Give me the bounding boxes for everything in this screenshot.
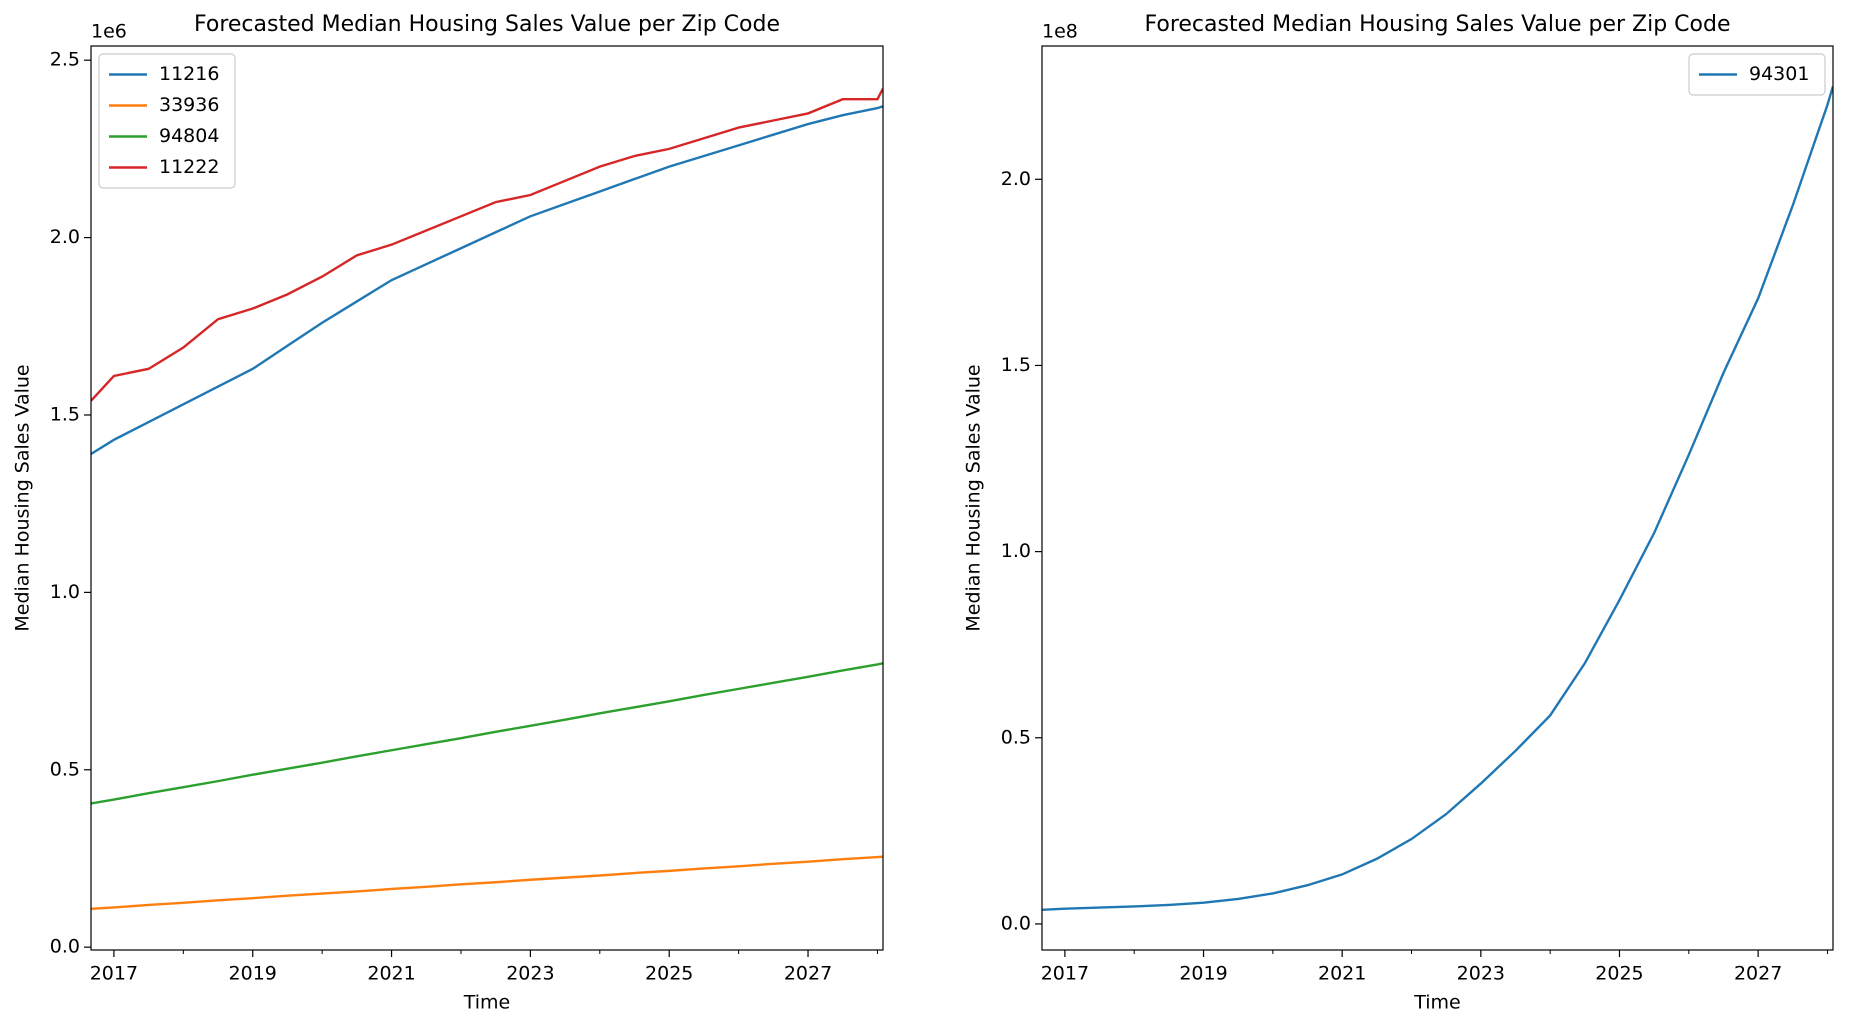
y-tick-label: 2.0	[50, 226, 80, 248]
x-tick-label: 2023	[506, 963, 554, 985]
series-line	[91, 855, 883, 911]
series-line	[91, 662, 883, 805]
x-tick-label: 2025	[645, 963, 693, 985]
y-tick-label: 1.0	[1001, 540, 1031, 562]
y-tick-label: 0.5	[1001, 726, 1031, 748]
x-tick-label: 2019	[1179, 963, 1227, 985]
x-tick-label: 2019	[229, 963, 277, 985]
legend-label: 94804	[159, 125, 219, 147]
x-tick-label: 2017	[1041, 963, 1089, 985]
x-tick-label: 2023	[1457, 963, 1505, 985]
legend-box	[1688, 53, 1826, 96]
series-line	[91, 105, 883, 456]
x-axis-label: Time	[463, 992, 511, 1014]
y-tick-label: 1.5	[1001, 354, 1031, 376]
y-axis-label: Median Housing Sales Value	[963, 364, 985, 631]
y-tick-label: 0.0	[50, 936, 80, 958]
y-tick-label: 0.5	[50, 758, 80, 780]
axes-frame	[1041, 45, 1834, 951]
legend-label: 11216	[159, 63, 219, 85]
series-line	[1042, 85, 1833, 911]
y-tick-label: 2.0	[1001, 168, 1031, 190]
legend-label: 94301	[1749, 63, 1809, 85]
legend-box	[98, 53, 236, 189]
x-tick-label: 2021	[1318, 963, 1366, 985]
x-tick-label: 2027	[1734, 963, 1782, 985]
x-tick-label: 2017	[90, 963, 138, 985]
y-tick-label: 1.5	[50, 403, 80, 425]
legend-label: 11222	[159, 156, 219, 178]
y-offset-label: 1e8	[1042, 21, 1078, 43]
y-tick-label: 1.0	[50, 581, 80, 603]
subplot: Forecasted Median Housing Sales Value pe…	[963, 12, 1834, 1014]
y-tick-label: 2.5	[50, 49, 80, 71]
axes-frame	[90, 45, 884, 951]
legend: 94301	[1688, 53, 1826, 96]
y-axis-label: Median Housing Sales Value	[12, 364, 34, 631]
legend-label: 33936	[159, 94, 219, 116]
legend: 11216 33936 94804 11222	[98, 53, 236, 189]
series-line	[91, 88, 883, 402]
y-tick-label: 0.0	[1001, 912, 1031, 934]
y-offset-label: 1e6	[91, 21, 127, 43]
x-tick-label: 2027	[784, 963, 832, 985]
x-tick-label: 2025	[1595, 963, 1643, 985]
x-axis-label: Time	[1413, 992, 1461, 1014]
chart-title: Forecasted Median Housing Sales Value pe…	[194, 12, 780, 37]
x-tick-label: 2021	[367, 963, 415, 985]
subplot: Forecasted Median Housing Sales Value pe…	[12, 12, 884, 1014]
chart-title: Forecasted Median Housing Sales Value pe…	[1145, 12, 1731, 37]
